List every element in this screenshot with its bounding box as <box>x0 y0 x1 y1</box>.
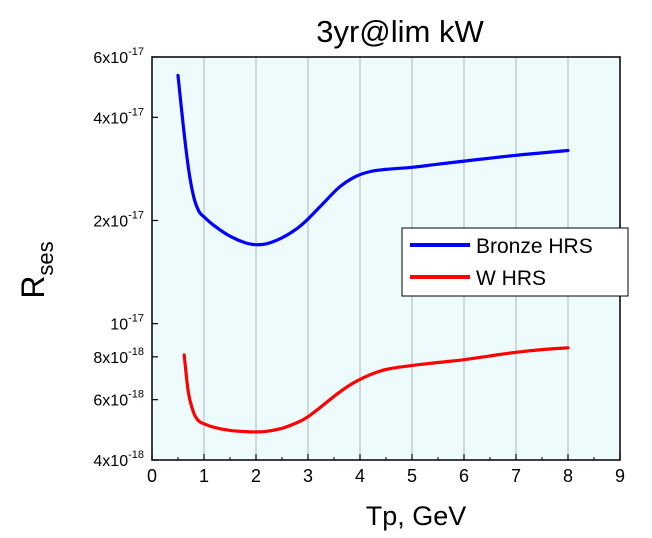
y-axis-ticks: 6x10-17 4x10-17 2x10-17 10-17 8x10-18 6x10-18… <box>93 46 158 470</box>
x-tick-label-7: 7 <box>511 466 521 486</box>
legend-box <box>401 227 629 297</box>
legend: Bronze HRS W HRS <box>401 227 629 297</box>
series-layer <box>176 73 570 434</box>
x-tick-label-2: 2 <box>251 466 261 486</box>
x-tick-label-4: 4 <box>355 466 365 486</box>
series-line-1 <box>182 346 570 434</box>
y-axis-label-main: R <box>15 276 51 299</box>
x-tick-label-9: 9 <box>615 466 625 486</box>
y-axis-label-sub: ses <box>33 241 58 275</box>
y-tick-label-4: 8x10-18 <box>93 346 144 367</box>
x-tick-label-6: 6 <box>459 466 469 486</box>
x-axis-label: Tp, GeV <box>366 501 467 531</box>
y-axis-label: Rses <box>15 241 58 298</box>
x-tick-label-1: 1 <box>199 466 209 486</box>
y-tick-label-1: 4x10-17 <box>93 106 144 127</box>
y-tick-label-5: 6x10-18 <box>93 389 144 410</box>
x-axis-ticks: 0 1 2 3 4 5 6 7 8 9 <box>147 454 625 486</box>
series-line-0 <box>176 73 570 247</box>
legend-label-bronze: Bronze HRS <box>476 235 593 258</box>
y-tick-label-3: 10-17 <box>110 313 144 334</box>
svg-text:Rses: Rses <box>15 241 58 298</box>
x-tick-label-5: 5 <box>407 466 417 486</box>
y-tick-label-6: 4x10-18 <box>93 449 144 470</box>
x-tick-label-3: 3 <box>303 466 313 486</box>
x-tick-label-8: 8 <box>563 466 573 486</box>
y-tick-label-2: 2x10-17 <box>93 209 144 230</box>
legend-label-w: W HRS <box>476 267 546 290</box>
y-tick-label-0: 6x10-17 <box>93 46 144 67</box>
x-tick-label-0: 0 <box>147 466 157 486</box>
chart-title: 3yr@lim kW <box>316 14 484 49</box>
